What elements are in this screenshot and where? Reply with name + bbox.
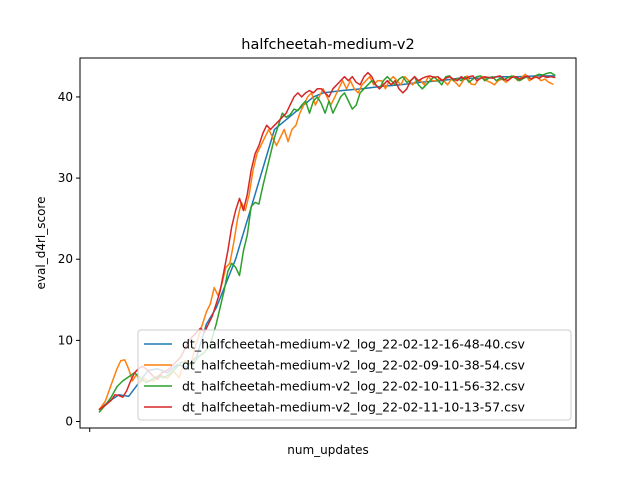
legend-label-4: dt_halfcheetah-medium-v2_log_22-02-11-10… <box>182 400 526 415</box>
y-axis: 0 10 20 30 40 <box>58 90 80 429</box>
legend-label-1: dt_halfcheetah-medium-v2_log_22-02-12-16… <box>182 337 526 352</box>
legend-label-2: dt_halfcheetah-medium-v2_log_22-02-09-10… <box>182 358 526 373</box>
y-tick-label: 10 <box>58 333 73 347</box>
legend-label-3: dt_halfcheetah-medium-v2_log_22-02-10-11… <box>182 379 526 394</box>
y-tick-label: 40 <box>58 90 73 104</box>
legend-box <box>137 329 572 421</box>
x-axis-label: num_updates <box>287 443 368 457</box>
y-axis-label: eval_d4rl_score <box>34 197 48 290</box>
y-tick-label: 20 <box>58 252 73 266</box>
chart-title: halfcheetah-medium-v2 <box>241 37 414 53</box>
y-tick-label: 0 <box>65 415 73 429</box>
plot-frame <box>79 57 577 429</box>
legend: dt_halfcheetah-medium-v2_log_22-02-12-16… <box>137 329 572 421</box>
y-tick-label: 30 <box>58 171 73 185</box>
